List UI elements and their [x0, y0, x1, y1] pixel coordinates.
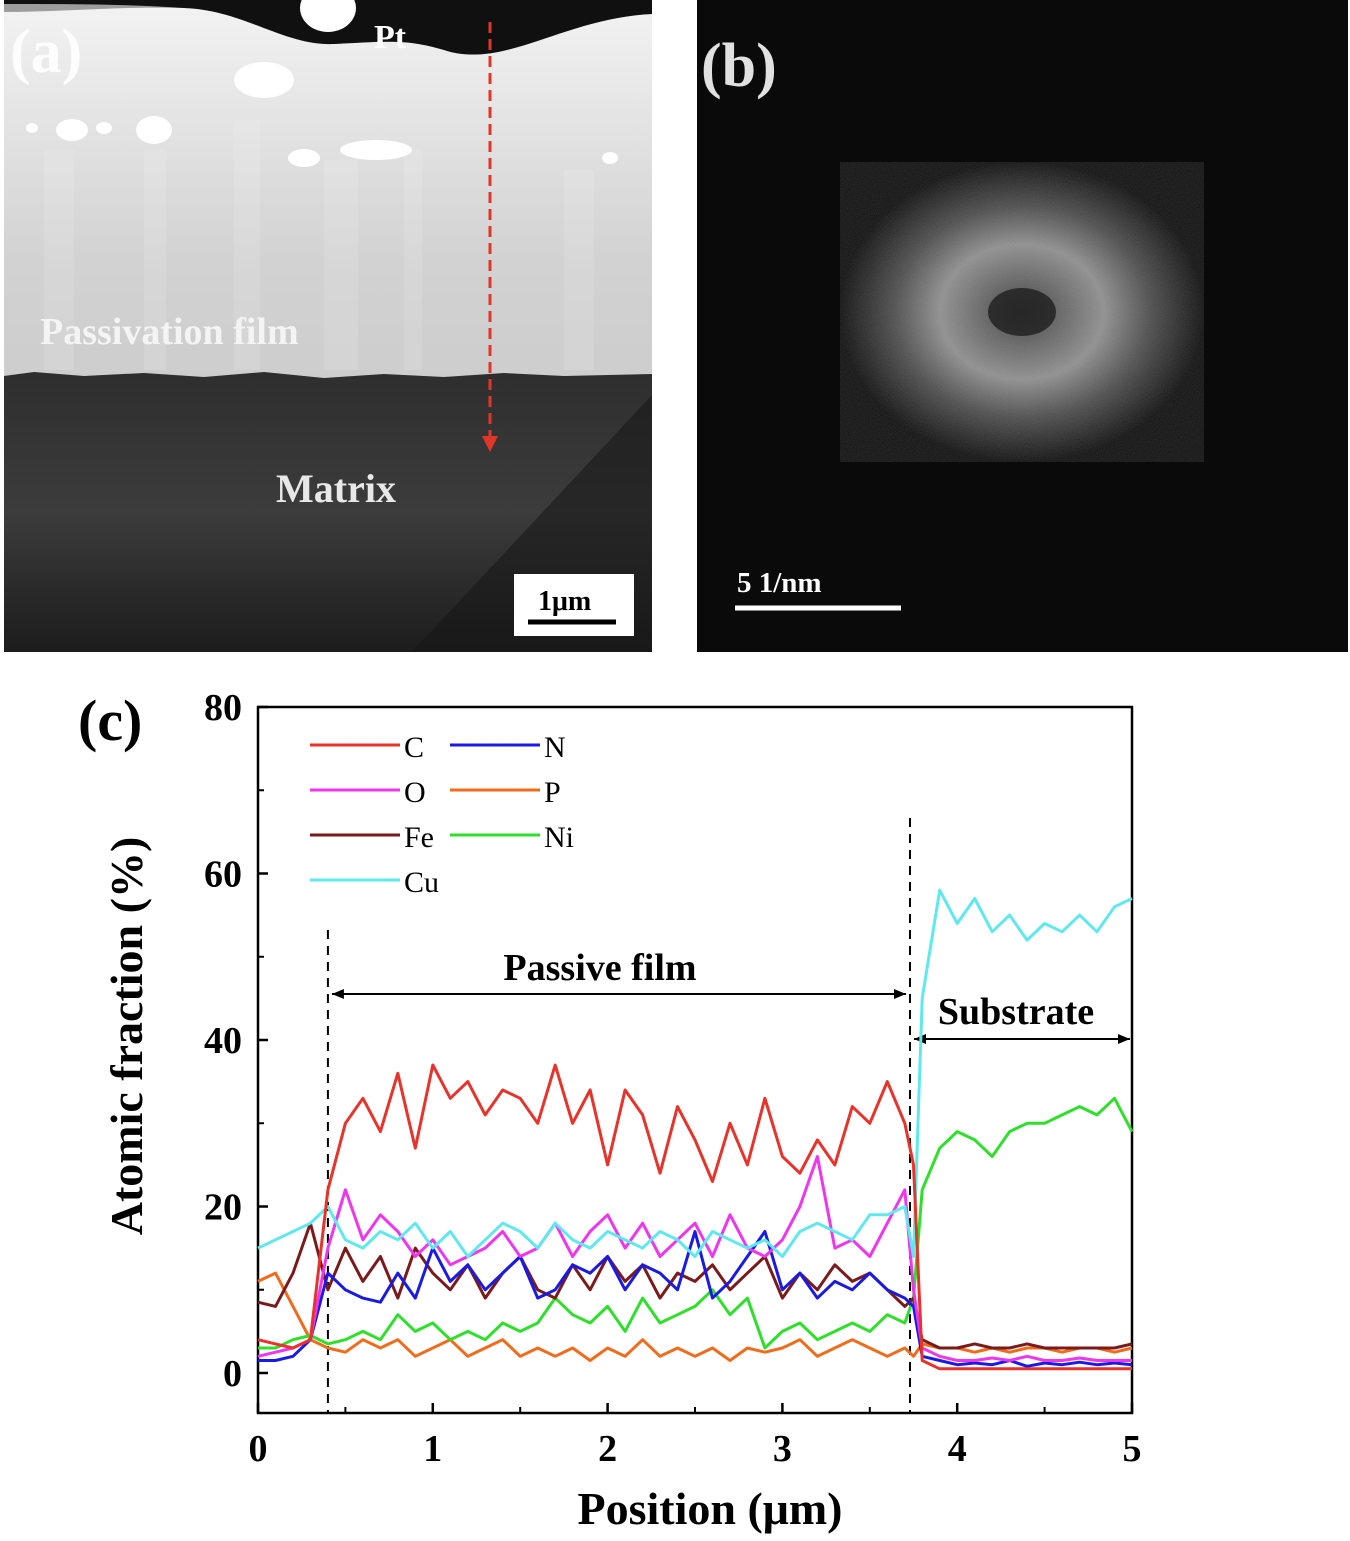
legend-label-ni: Ni — [544, 821, 574, 854]
x-axis-title: Position (μm) — [578, 1483, 843, 1534]
y-tick-label: 80 — [204, 687, 242, 729]
diffraction-center — [988, 288, 1056, 336]
legend-label-c: C — [404, 731, 424, 764]
diffraction-scale-label: 5 1/nm — [737, 567, 822, 599]
passive-film-arrow-head-right — [894, 989, 907, 999]
substrate-arrow-head-right — [1118, 1034, 1130, 1044]
panel-c-line-chart: 0 1 2 3 4 5 0 20 40 60 80 C N O P Fe Ni Cu (c) Atomic fra… — [78, 687, 1142, 1534]
legend-label-cu: Cu — [404, 866, 439, 899]
panel-b-diffraction-image: (b) 5 1/nm — [697, 0, 1348, 652]
y-axis-title: Atomic fraction (%) — [101, 837, 152, 1236]
line-scan-arrow-head — [482, 436, 498, 452]
panel-b-label: (b) — [701, 32, 777, 100]
legend-label-p: P — [544, 776, 561, 809]
scale-bar-box — [514, 574, 634, 636]
matrix-label: Matrix — [276, 466, 396, 511]
film-voids — [26, 62, 618, 167]
x-tick-label: 3 — [773, 1428, 792, 1470]
x-tick-label: 0 — [249, 1428, 268, 1470]
x-tick-label: 4 — [948, 1428, 967, 1470]
series-line-n — [258, 1230, 1133, 1368]
x-tick-label: 2 — [598, 1428, 617, 1470]
panel-c-label: (c) — [78, 688, 142, 753]
y-tick-label: 0 — [223, 1353, 242, 1395]
x-tick-label: 1 — [423, 1428, 442, 1470]
legend-label-fe: Fe — [404, 821, 434, 854]
series-line-fe — [257, 1221, 1133, 1350]
series-line-c — [257, 1063, 1132, 1371]
x-tick-label: 5 — [1123, 1428, 1142, 1470]
panel-a-label: (a) — [10, 18, 82, 86]
y-tick-label: 20 — [204, 1187, 242, 1229]
pt-label: Pt — [374, 19, 407, 56]
panel-a-tem-image: (a) Pt Passivation film Matrix 1μm — [4, 0, 652, 652]
legend-label-o: O — [404, 776, 426, 809]
series-line-ni — [258, 1096, 1134, 1350]
scale-bar-label: 1μm — [538, 586, 591, 617]
substrate-annotation: Substrate — [938, 991, 1094, 1033]
passive-film-annotation: Passive film — [503, 947, 696, 989]
y-tick-label: 40 — [204, 1020, 242, 1062]
series-line-p — [257, 1271, 1133, 1362]
legend-label-n: N — [544, 731, 566, 764]
y-tick-label: 60 — [204, 854, 242, 896]
series-line-o — [257, 1155, 1132, 1362]
passivation-film-label: Passivation film — [40, 311, 299, 353]
pt-bright-spot — [300, 0, 356, 32]
film-streaks — [44, 120, 594, 370]
passive-film-arrow-head-left — [331, 989, 344, 999]
series-line-cu — [257, 888, 1133, 1258]
